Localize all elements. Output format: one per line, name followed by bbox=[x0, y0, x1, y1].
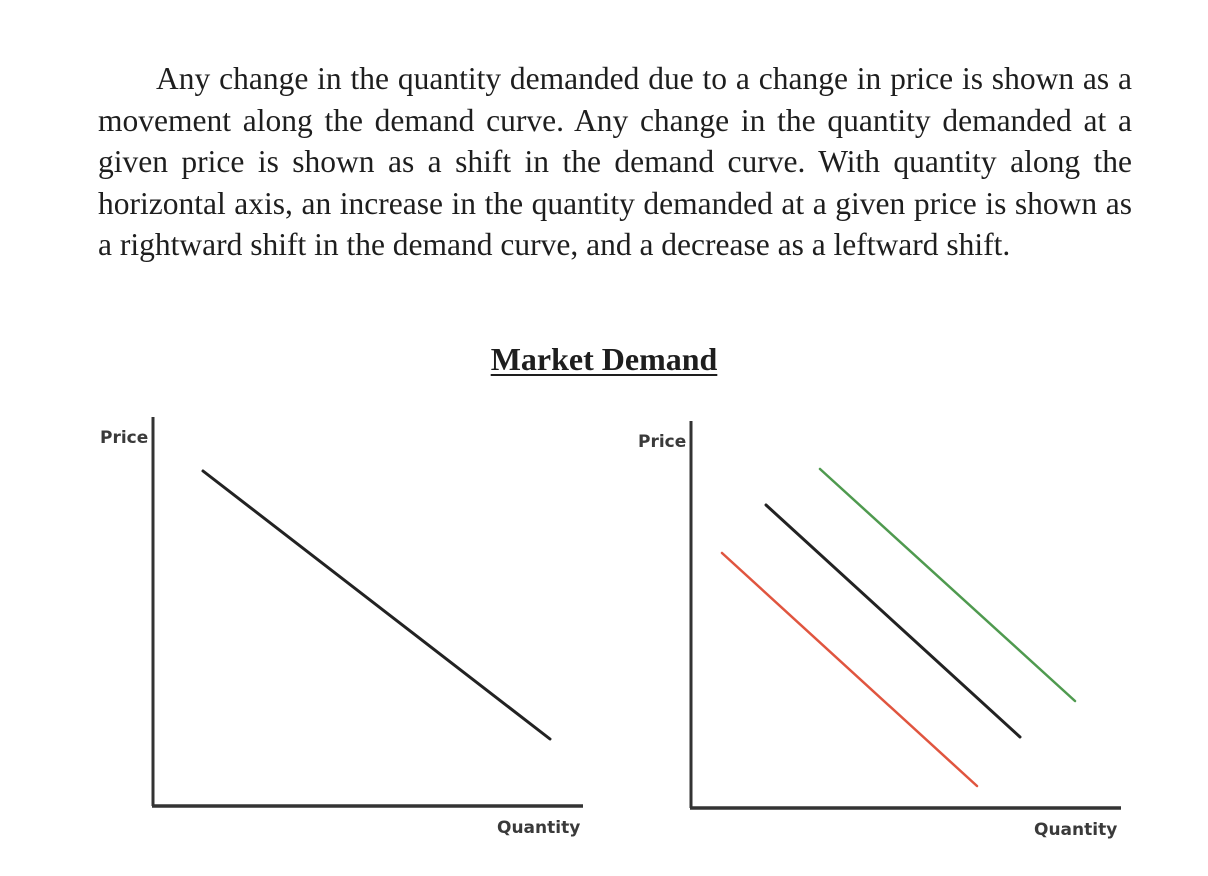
x-axis-label: Quantity bbox=[497, 818, 580, 838]
figure-title: Market Demand bbox=[0, 341, 1208, 378]
chart-movement-along-curve: Price Quantity bbox=[100, 417, 583, 838]
paragraph-text: Any change in the quantity demanded due … bbox=[98, 61, 1132, 262]
demand-curve bbox=[201, 469, 552, 741]
chart-shifts-in-curve: Price Quantity bbox=[638, 421, 1121, 840]
y-axis-label: Price bbox=[100, 428, 148, 448]
x-axis-label: Quantity bbox=[1034, 820, 1117, 840]
figure-title-text: Market Demand bbox=[490, 341, 718, 377]
body-paragraph: Any change in the quantity demanded due … bbox=[98, 58, 1132, 266]
y-axis-label: Price bbox=[638, 432, 686, 452]
increased-demand-curve bbox=[818, 467, 1077, 703]
decreased-demand-curve bbox=[720, 551, 979, 788]
original-demand-curve bbox=[764, 503, 1022, 739]
